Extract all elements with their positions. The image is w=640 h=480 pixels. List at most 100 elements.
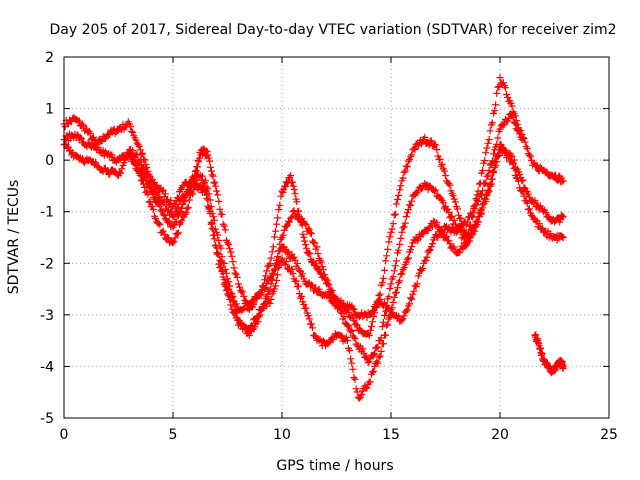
data-point-interp xyxy=(432,186,440,194)
data-point-interp xyxy=(272,227,279,235)
data-point-interp xyxy=(258,305,266,312)
data-point-interp xyxy=(362,384,370,392)
data-point-interp xyxy=(273,220,281,228)
data-point-interp xyxy=(211,178,219,186)
data-point-interp xyxy=(379,318,387,326)
data-point-interp xyxy=(390,293,398,301)
data-point-interp xyxy=(493,140,501,148)
data-point-interp xyxy=(156,221,164,229)
data-point xyxy=(267,295,275,303)
data-point-interp xyxy=(205,204,213,212)
data-point-interp xyxy=(494,134,502,142)
data-point-interp xyxy=(182,209,190,217)
data-point-interp xyxy=(269,270,277,278)
data-point xyxy=(559,213,567,221)
data-point-interp xyxy=(228,294,236,302)
data-point-interp xyxy=(433,146,441,154)
y-tick-label: 0 xyxy=(45,153,54,169)
data-point-interp xyxy=(400,264,408,272)
data-point-interp xyxy=(263,267,271,275)
data-point-interp xyxy=(127,123,134,130)
data-point-interp xyxy=(388,225,396,233)
data-point-interp xyxy=(396,277,404,285)
data-point-interp xyxy=(446,181,454,189)
data-point-interp xyxy=(217,258,225,266)
data-point-interp xyxy=(293,198,301,206)
data-point-interp xyxy=(266,260,274,268)
data-point-interp xyxy=(184,203,192,211)
data-point-interp xyxy=(439,199,447,207)
data-point-interp xyxy=(505,152,513,160)
data-point-interp xyxy=(174,203,182,211)
data-markers xyxy=(60,74,567,402)
data-point-interp xyxy=(508,102,516,110)
data-point-interp xyxy=(370,307,378,314)
data-point xyxy=(376,295,384,303)
data-point-interp xyxy=(392,288,400,296)
data-point-interp xyxy=(395,279,403,287)
data-point-interp xyxy=(359,345,367,353)
data-point-interp xyxy=(193,163,201,171)
data-point-interp xyxy=(348,326,356,334)
data-point-interp xyxy=(352,320,360,328)
data-point-interp xyxy=(493,158,501,166)
data-point-interp xyxy=(345,322,352,330)
data-point-interp xyxy=(481,194,489,202)
data-point-interp xyxy=(471,205,479,213)
data-point-interp xyxy=(448,212,456,220)
data-point-interp xyxy=(270,233,278,241)
data-point xyxy=(485,187,493,195)
data-point-interp xyxy=(155,219,163,227)
data-point xyxy=(287,172,295,180)
data-point-interp xyxy=(558,232,565,240)
data-point-interp xyxy=(225,285,233,293)
data-point-interp xyxy=(291,278,299,285)
data-point-interp xyxy=(117,125,125,133)
data-point xyxy=(496,74,504,82)
data-point-interp xyxy=(307,230,315,238)
data-point-interp xyxy=(413,280,421,288)
data-point-interp xyxy=(220,259,228,267)
data-point-interp xyxy=(432,141,440,149)
data-point-interp xyxy=(289,182,297,190)
data-point-interp xyxy=(301,237,309,245)
data-point-interp xyxy=(129,128,137,136)
x-tick-label: 20 xyxy=(491,427,509,443)
data-point-interp xyxy=(397,234,405,242)
data-point-interp xyxy=(203,194,211,202)
data-point-interp xyxy=(268,248,276,256)
data-point xyxy=(289,270,297,278)
data-point xyxy=(463,239,471,247)
data-point-interp xyxy=(401,167,409,175)
data-point-interp xyxy=(382,257,390,265)
data-point xyxy=(387,228,395,236)
data-point-interp xyxy=(484,171,492,179)
data-point xyxy=(474,197,482,205)
data-point-interp xyxy=(326,294,334,302)
data-point-interp xyxy=(382,331,390,339)
data-point-interp xyxy=(121,156,129,164)
data-point-interp xyxy=(457,214,465,222)
data-point-interp xyxy=(288,265,296,273)
data-point-interp xyxy=(253,295,261,303)
data-point-interp xyxy=(523,145,531,153)
data-point-interp xyxy=(171,234,179,242)
data-point-interp xyxy=(439,228,447,236)
data-point xyxy=(245,326,253,334)
data-point-interp xyxy=(519,187,527,195)
data-point-interp xyxy=(298,214,306,222)
data-point-interp xyxy=(348,359,356,367)
data-point-interp xyxy=(381,266,388,274)
data-point-interp xyxy=(140,164,148,172)
data-point-interp xyxy=(370,351,378,359)
data-point-interp xyxy=(290,207,298,215)
data-point-interp xyxy=(444,205,452,213)
data-point-interp xyxy=(282,222,290,230)
data-point-interp xyxy=(378,279,386,287)
data-point xyxy=(365,332,373,339)
series-track-1 xyxy=(60,74,567,339)
data-point-interp xyxy=(214,249,222,257)
data-point-interp xyxy=(383,321,391,329)
